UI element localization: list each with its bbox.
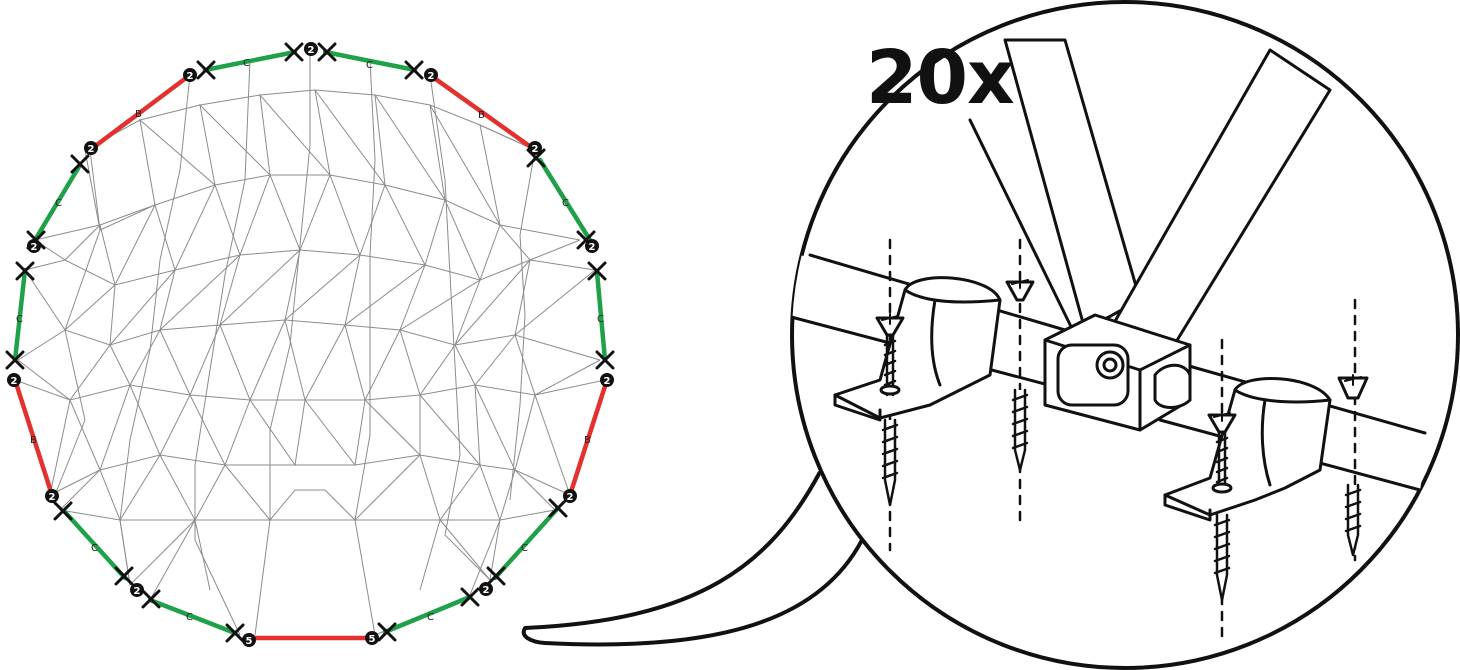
svg-text:5: 5 — [246, 636, 253, 647]
cross-mark-icon — [595, 350, 615, 370]
svg-text:2: 2 — [134, 586, 141, 597]
segment-label-c: C — [427, 612, 434, 623]
number-badge-icon: 2 — [304, 42, 318, 56]
segment-label-b: B — [584, 435, 591, 446]
pipe-clamp-icon — [833, 276, 1002, 422]
dome-plan: C C B B C C C C B B C C C C — [5, 42, 615, 647]
cross-mark-icon — [486, 566, 506, 586]
svg-text:2: 2 — [88, 144, 95, 155]
cross-mark-icon — [196, 60, 216, 80]
cross-mark-icon — [225, 623, 245, 643]
svg-text:2: 2 — [589, 242, 596, 253]
number-badges: 2 2 2 2 2 2 2 2 2 2 2 2 2 5 5 — [7, 42, 614, 647]
svg-text:2: 2 — [31, 242, 38, 253]
svg-text:2: 2 — [604, 376, 611, 387]
segment-label-c: C — [243, 58, 250, 69]
segment-label-c: C — [366, 60, 373, 71]
detail-callout: 20x — [521, 0, 1460, 670]
number-badge-icon: 5 — [365, 631, 379, 645]
svg-text:2: 2 — [532, 144, 539, 155]
cross-mark-icon — [317, 42, 337, 62]
number-badge-icon: 2 — [45, 489, 59, 503]
segment-label-c: C — [55, 198, 62, 209]
segment-label-c: C — [521, 543, 528, 554]
screw-icon — [1337, 374, 1369, 557]
segment-labels: C C B B C C C C B B C C C C — [16, 58, 604, 623]
screw-icon — [1207, 410, 1237, 602]
cross-mark-icon — [114, 566, 134, 586]
number-badge-icon: 2 — [585, 239, 599, 253]
svg-text:2: 2 — [428, 71, 435, 82]
number-badge-icon: 2 — [563, 489, 577, 503]
segment-label-b: B — [135, 109, 142, 120]
cross-mark-icon — [5, 350, 25, 370]
number-badge-icon: 2 — [183, 68, 197, 82]
cross-mark-icon — [377, 622, 397, 642]
svg-text:2: 2 — [49, 492, 56, 503]
segment-label-b: B — [478, 110, 485, 121]
number-badge-icon: 2 — [130, 583, 144, 597]
svg-text:2: 2 — [11, 376, 18, 387]
segment-label-c: C — [186, 612, 193, 623]
number-badge-icon: 2 — [528, 141, 542, 155]
quantity-label: 20x — [866, 35, 1014, 121]
cross-mark-icon — [53, 501, 73, 521]
screw-icon — [1005, 277, 1035, 472]
cross-mark-icon — [15, 261, 35, 281]
number-badge-icon: 2 — [424, 68, 438, 82]
segment-label-c: C — [562, 198, 569, 209]
cross-mark-icon — [284, 42, 304, 62]
segment-label-c: C — [91, 543, 98, 554]
svg-text:2: 2 — [187, 71, 194, 82]
segment-label-b: B — [30, 435, 37, 446]
screw-icon — [875, 313, 905, 507]
number-badge-icon: 2 — [479, 582, 493, 596]
pipe-clamp-icon — [1163, 377, 1332, 522]
svg-text:2: 2 — [308, 45, 315, 56]
connector-hub-icon — [1043, 313, 1192, 432]
segment-label-c: C — [16, 314, 23, 325]
segment-label-c: C — [597, 314, 604, 325]
number-badge-icon: 5 — [242, 633, 256, 647]
number-badge-icon: 2 — [27, 239, 41, 253]
cross-mark-icon — [70, 154, 90, 174]
number-badge-icon: 2 — [600, 373, 614, 387]
svg-text:2: 2 — [567, 492, 574, 503]
cross-mark-icon — [141, 589, 161, 609]
number-badge-icon: 2 — [7, 373, 21, 387]
callout-tail — [521, 471, 864, 647]
number-badge-icon: 2 — [84, 141, 98, 155]
perimeter-struts — [12, 49, 610, 641]
cross-mark-icons — [5, 42, 615, 643]
svg-text:5: 5 — [369, 634, 376, 645]
cross-mark-icon — [548, 498, 568, 518]
cross-mark-icon — [404, 60, 424, 80]
cross-mark-icon — [587, 261, 607, 281]
cross-mark-icon — [460, 587, 480, 607]
svg-text:2: 2 — [483, 585, 490, 596]
